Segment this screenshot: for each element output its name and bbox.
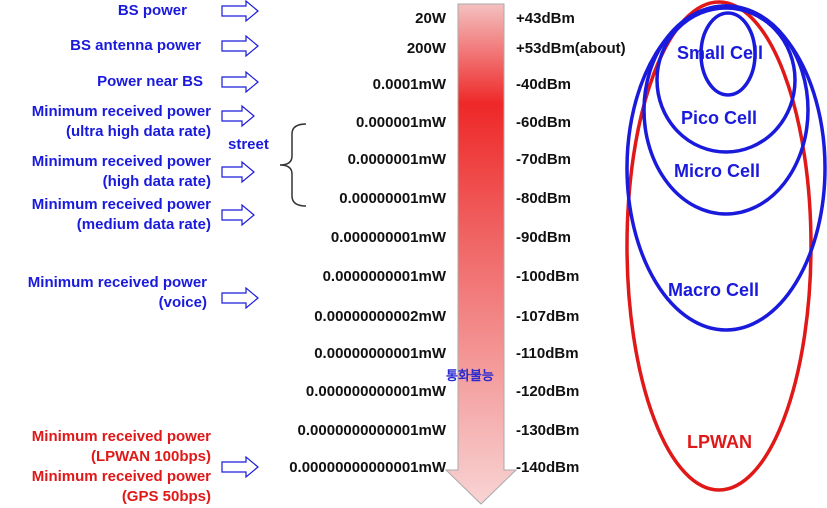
dbm-value: -107dBm	[516, 308, 580, 325]
street-brace	[279, 123, 307, 207]
lpwan-label: LPWAN	[687, 432, 752, 452]
watt-value: 0.000001mW	[355, 114, 446, 131]
macro-cell-label: Macro Cell	[668, 280, 760, 300]
watt-value: 0.0000000001mW	[322, 268, 446, 285]
label-bs-antenna-power: BS antenna power	[70, 37, 201, 54]
pointer-arrow-icon	[221, 70, 259, 94]
dbm-value: -40dBm	[516, 76, 572, 93]
lpwan-ellipse	[625, 0, 813, 492]
label-power-near-bs: Power near BS	[97, 73, 203, 90]
watt-value: 0.0000000000001mW	[297, 422, 446, 439]
label-min-power-ultra-high: Minimum received power (ultra high data …	[31, 103, 211, 140]
dbm-value: -110dBm	[516, 345, 579, 362]
label-min-power-gps: Minimum received power (GPS 50bps)	[31, 468, 211, 505]
watt-value: 0.00000000000001mW	[289, 459, 446, 476]
label-bs-power: BS power	[117, 2, 187, 19]
pointer-arrow-icon	[221, 104, 255, 128]
label-min-power-lpwan: Minimum received power (LPWAN 100bps)	[31, 428, 211, 465]
dbm-value: -140dBm	[516, 459, 580, 476]
dbm-value: -120dBm	[516, 383, 580, 400]
signal-strength-arrow	[444, 3, 518, 505]
dbm-value: +53dBm(about)	[516, 40, 626, 57]
micro-cell-label: Micro Cell	[674, 161, 761, 181]
pointer-arrow-icon	[221, 34, 259, 58]
label-min-power-medium: Minimum received power (medium data rate…	[31, 196, 211, 233]
small-cell-ellipse	[699, 11, 757, 97]
dbm-value: -80dBm	[516, 190, 572, 207]
watt-value: 0.0001mW	[372, 76, 446, 93]
dbm-value: -60dBm	[516, 114, 572, 131]
watt-value: 0.00000000001mW	[314, 345, 446, 362]
label-min-power-voice: Minimum received power (voice)	[27, 274, 207, 311]
pointer-arrow-icon	[221, 0, 259, 23]
watt-value: 20W	[415, 10, 446, 27]
pointer-arrow-icon	[221, 203, 255, 227]
dbm-value: +43dBm	[516, 10, 575, 27]
watt-value: 0.000000000001mW	[305, 383, 446, 400]
pointer-arrow-icon	[221, 160, 255, 184]
dbm-value: -90dBm	[516, 229, 572, 246]
pico-cell-label: Pico Cell	[681, 108, 758, 128]
watt-value: 200W	[406, 40, 446, 57]
street-label: street	[228, 136, 269, 153]
pico-cell-ellipse	[655, 6, 797, 154]
pointer-arrow-icon	[221, 455, 259, 479]
watt-value: 0.00000000002mW	[314, 308, 446, 325]
pointer-arrows	[221, 0, 259, 479]
watt-value: 0.00000001mW	[339, 190, 446, 207]
dbm-value: -100dBm	[516, 268, 580, 285]
watt-value: 0.0000001mW	[347, 151, 446, 168]
micro-cell-ellipse	[642, 4, 810, 216]
watt-value: 0.000000001mW	[330, 229, 446, 246]
dbm-value: -130dBm	[516, 422, 580, 439]
label-min-power-high: Minimum received power (high data rate)	[31, 153, 211, 190]
pointer-arrow-icon	[221, 286, 259, 310]
dbm-value: -70dBm	[516, 151, 572, 168]
small-cell-label: Small Cell	[677, 43, 764, 63]
no-call-label: 통화불능	[446, 368, 494, 383]
